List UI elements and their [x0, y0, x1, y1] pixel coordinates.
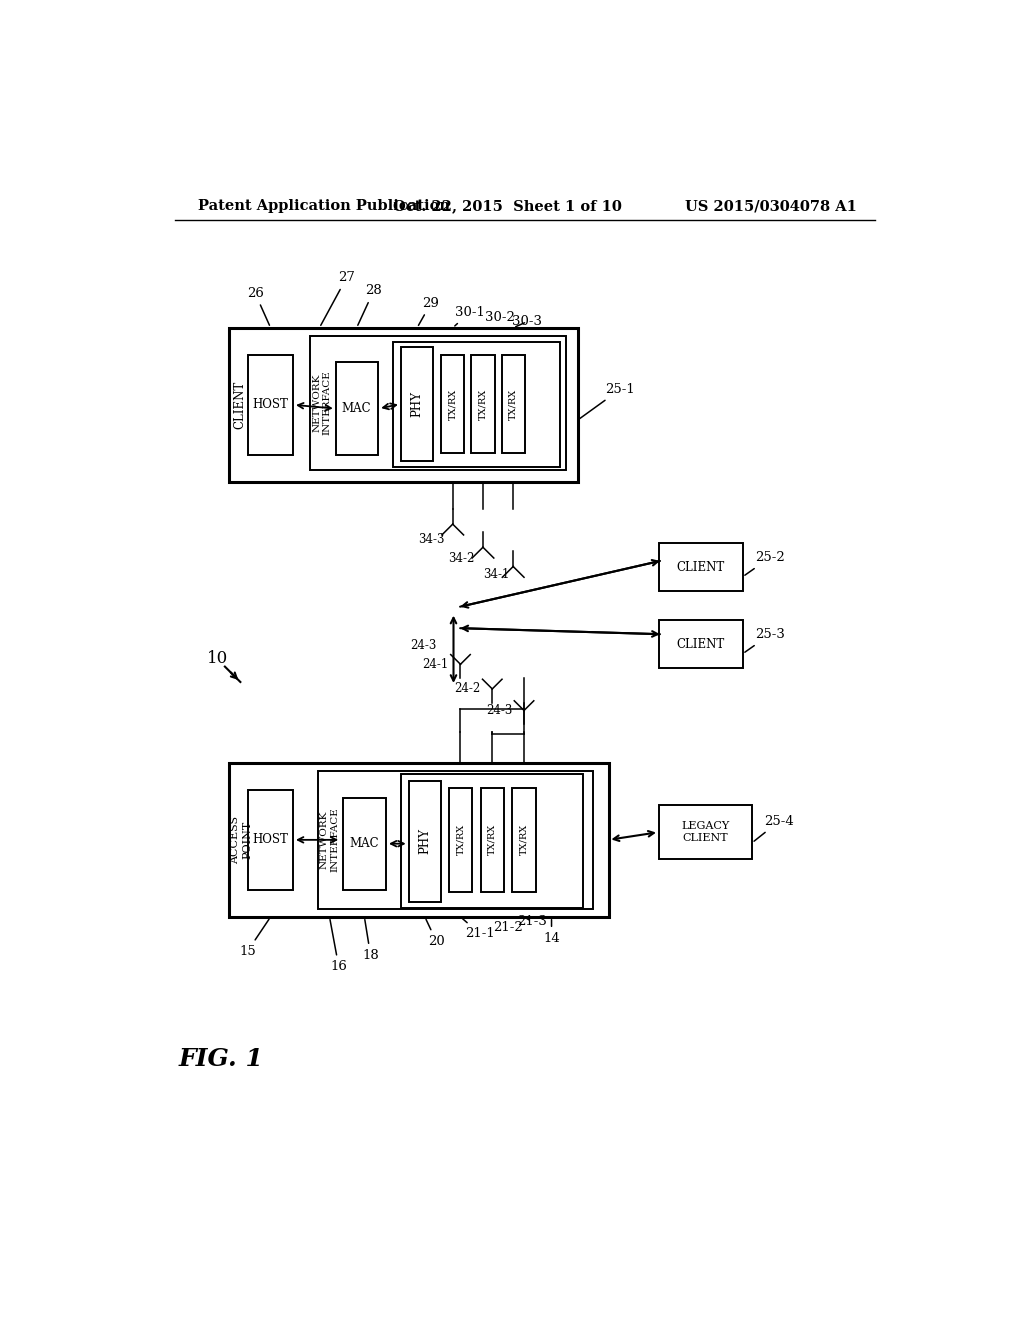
Text: PHY: PHY	[411, 391, 424, 417]
Bar	[400, 775, 583, 908]
Text: CLIENT: CLIENT	[677, 638, 725, 651]
Text: 15: 15	[239, 919, 269, 958]
Text: 20: 20	[426, 919, 444, 948]
Text: 27: 27	[321, 271, 355, 325]
Bar	[310, 335, 566, 470]
Bar	[658, 805, 752, 859]
Bar	[343, 797, 386, 890]
Text: CLIENT: CLIENT	[677, 561, 725, 574]
Text: TX/RX: TX/RX	[449, 388, 458, 420]
Text: US 2015/0304078 A1: US 2015/0304078 A1	[685, 199, 856, 213]
Text: 29: 29	[419, 297, 439, 326]
Text: TX/RX: TX/RX	[519, 824, 528, 855]
Text: 21-2: 21-2	[493, 917, 522, 935]
Text: 34-3: 34-3	[418, 533, 444, 546]
Bar	[228, 763, 608, 917]
Text: CLIENT: CLIENT	[233, 380, 246, 429]
Bar	[658, 620, 742, 668]
Text: Patent Application Publication: Patent Application Publication	[198, 199, 450, 213]
Text: 21-1: 21-1	[463, 919, 495, 940]
Text: 30-1: 30-1	[455, 306, 484, 326]
Text: TX/RX: TX/RX	[487, 824, 497, 855]
Text: FIG. 1: FIG. 1	[178, 1047, 263, 1072]
Text: 28: 28	[357, 284, 382, 325]
Text: TX/RX: TX/RX	[509, 388, 518, 420]
Bar	[512, 788, 536, 892]
Bar	[228, 327, 578, 482]
Text: 25-4: 25-4	[754, 814, 794, 841]
Text: 14: 14	[543, 920, 560, 945]
Text: 34-1: 34-1	[483, 568, 509, 581]
Bar	[409, 780, 441, 903]
Text: 18: 18	[362, 920, 379, 962]
Text: MAC: MAC	[342, 403, 372, 416]
Text: NETWORK
INTERFACE: NETWORK INTERFACE	[312, 370, 332, 434]
Text: TX/RX: TX/RX	[456, 824, 465, 855]
Text: 30-2: 30-2	[483, 310, 515, 327]
Text: 25-3: 25-3	[744, 628, 784, 652]
Text: LEGACY
CLIENT: LEGACY CLIENT	[681, 821, 729, 843]
Text: 25-2: 25-2	[744, 552, 784, 576]
Text: MAC: MAC	[349, 837, 379, 850]
Text: ACCESS
POINT: ACCESS POINT	[230, 816, 252, 863]
Bar	[336, 363, 378, 455]
Text: TX/RX: TX/RX	[478, 388, 487, 420]
Bar	[248, 355, 293, 455]
Text: 10: 10	[207, 651, 227, 668]
Bar	[441, 355, 464, 453]
Text: Oct. 22, 2015  Sheet 1 of 10: Oct. 22, 2015 Sheet 1 of 10	[393, 199, 623, 213]
Bar	[393, 342, 560, 467]
Text: 16: 16	[330, 920, 347, 973]
Bar	[480, 788, 504, 892]
Text: 25-1: 25-1	[580, 383, 635, 418]
Bar	[658, 544, 742, 591]
Bar	[317, 771, 593, 909]
Text: 24-2: 24-2	[455, 682, 480, 696]
Text: 24-3: 24-3	[486, 704, 512, 717]
Text: 30-3: 30-3	[512, 315, 542, 329]
Text: 24-1: 24-1	[423, 657, 449, 671]
Bar	[400, 347, 433, 461]
Text: 26: 26	[247, 286, 269, 325]
Text: HOST: HOST	[253, 399, 289, 412]
Bar	[502, 355, 524, 453]
Text: 24-3: 24-3	[410, 639, 436, 652]
Text: PHY: PHY	[419, 829, 431, 854]
Bar	[449, 788, 472, 892]
Text: 21-3: 21-3	[517, 915, 547, 928]
Bar	[248, 789, 293, 890]
Bar	[471, 355, 495, 453]
Text: HOST: HOST	[253, 833, 289, 846]
Text: 34-2: 34-2	[449, 552, 474, 565]
Text: NETWORK
INTERFACE: NETWORK INTERFACE	[319, 808, 339, 873]
